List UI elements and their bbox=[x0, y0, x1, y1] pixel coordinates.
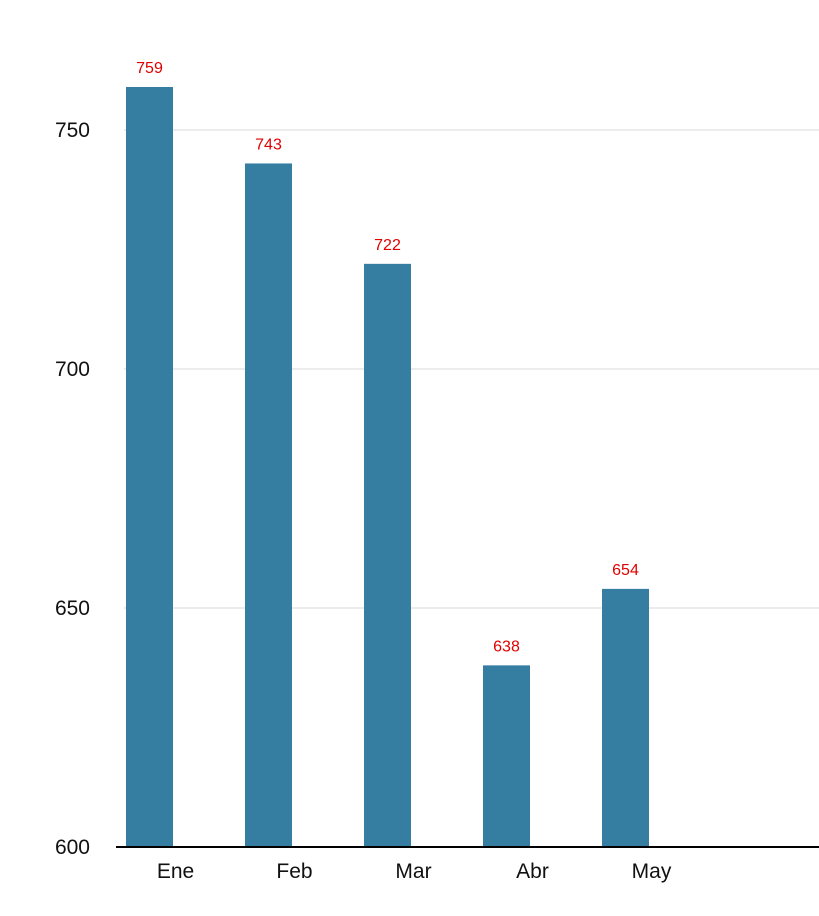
x-tick-label-mar: Mar bbox=[395, 860, 431, 883]
x-tick-label-may: May bbox=[632, 860, 672, 883]
bar-abr bbox=[483, 665, 530, 847]
bars bbox=[126, 86, 649, 848]
data-label-ene: 759 bbox=[136, 60, 163, 77]
y-axis-tick-labels: 600 650 700 750 bbox=[55, 119, 90, 859]
bar-feb bbox=[245, 163, 292, 847]
x-tick-label-ene: Ene bbox=[157, 860, 194, 883]
bar-mar bbox=[364, 263, 411, 848]
bar-may bbox=[602, 588, 649, 847]
x-axis-category-labels: Ene Feb Mar Abr May bbox=[157, 860, 672, 883]
y-tick-label-750: 750 bbox=[55, 119, 90, 142]
data-labels: 759 743 722 638 654 bbox=[136, 60, 639, 655]
data-label-feb: 743 bbox=[255, 136, 282, 153]
x-tick-label-abr: Abr bbox=[516, 860, 549, 883]
data-label-mar: 722 bbox=[374, 237, 401, 254]
x-tick-label-feb: Feb bbox=[276, 860, 312, 883]
data-label-may: 654 bbox=[612, 562, 639, 579]
data-label-abr: 638 bbox=[493, 638, 520, 655]
grid-lines bbox=[124, 129, 819, 609]
y-tick-label-650: 650 bbox=[55, 597, 90, 620]
bar-ene bbox=[126, 86, 173, 848]
y-tick-label-700: 700 bbox=[55, 358, 90, 381]
y-tick-label-600: 600 bbox=[55, 836, 90, 859]
